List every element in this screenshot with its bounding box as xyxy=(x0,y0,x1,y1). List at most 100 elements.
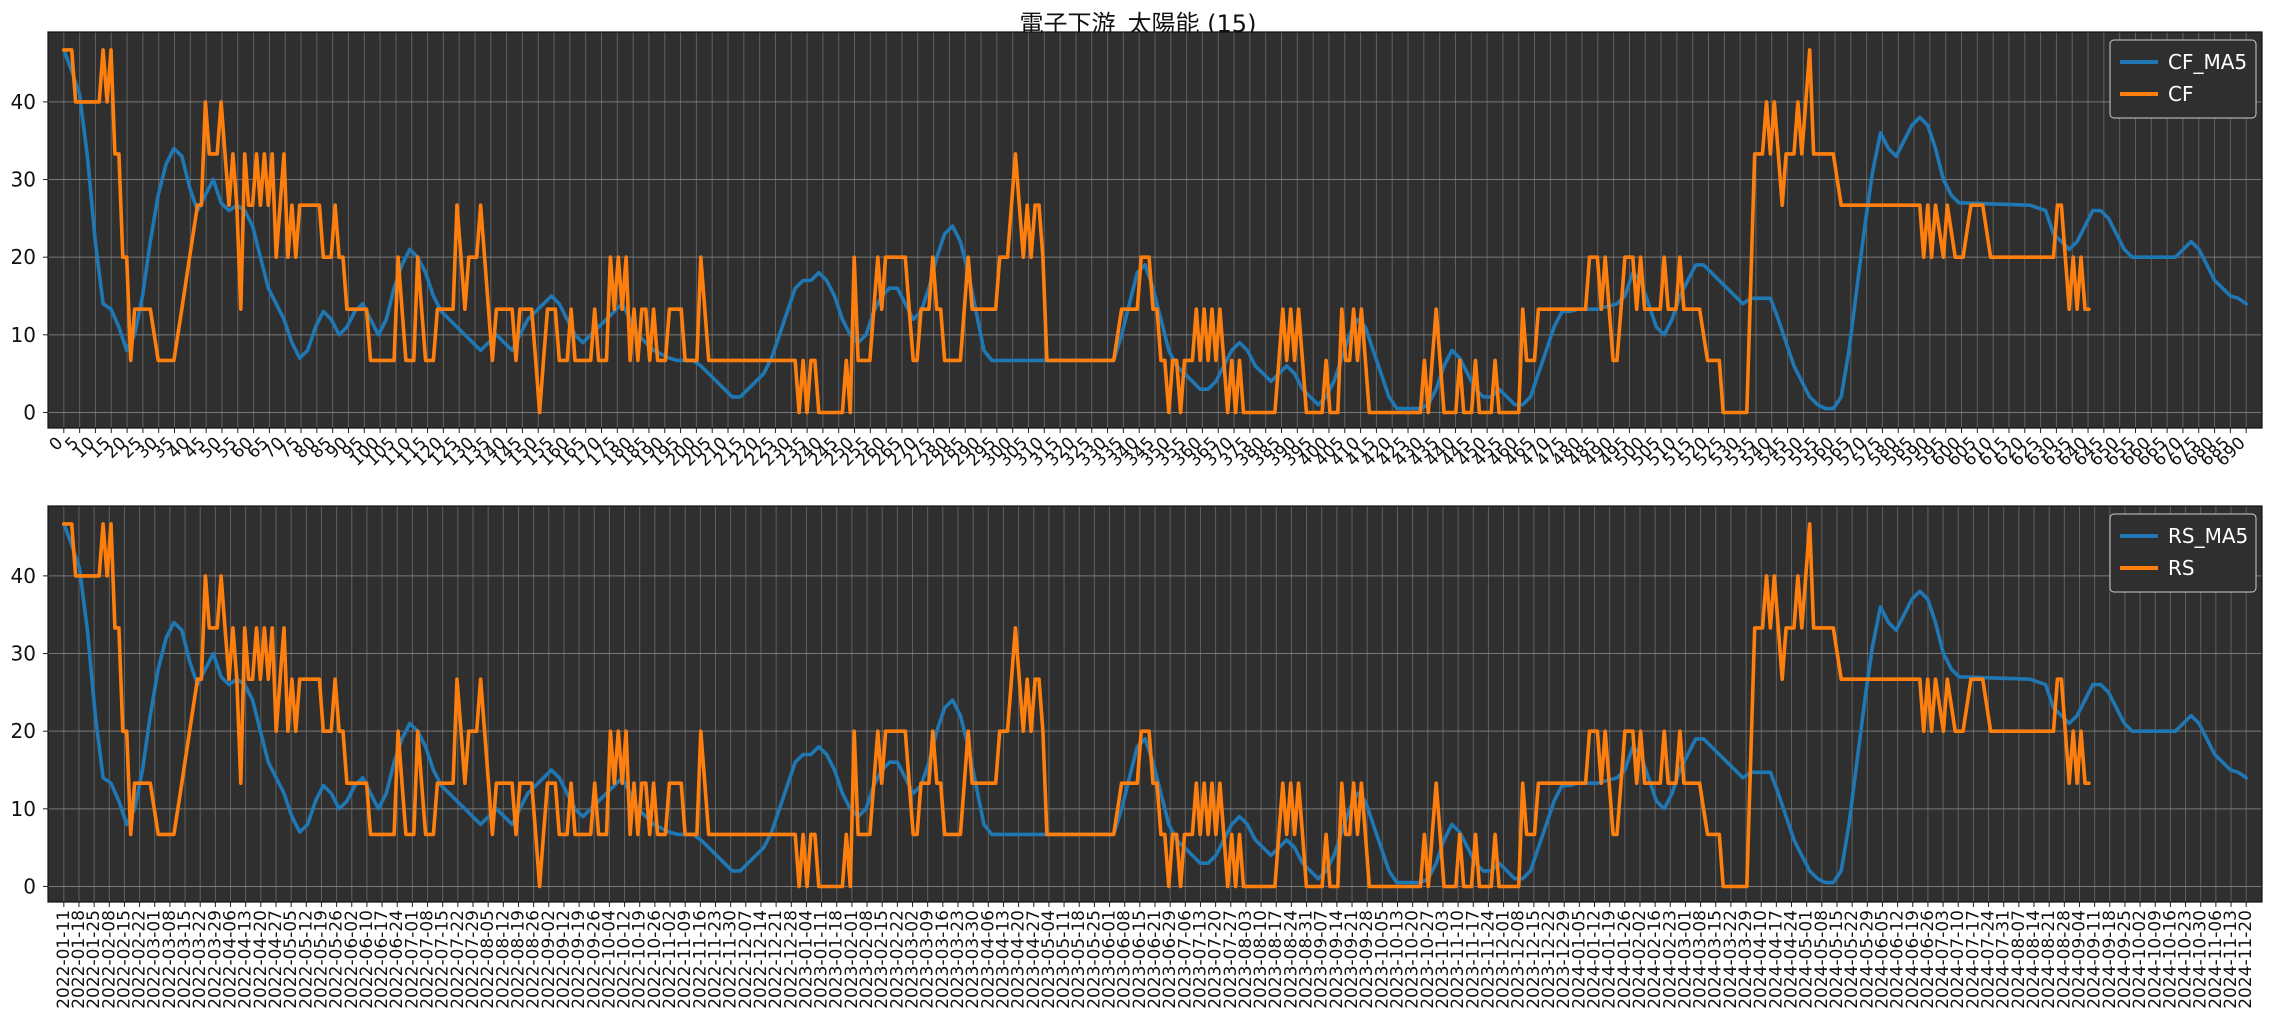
x-tick-label: 2024-04-24 xyxy=(1782,910,1802,1009)
x-tick-label: 2023-03-23 xyxy=(948,910,968,1009)
x-tick-label: 2022-09-12 xyxy=(554,910,574,1009)
x-tick-label: 2022-07-01 xyxy=(402,910,422,1009)
x-tick-label: 2024-01-19 xyxy=(1600,910,1620,1009)
x-tick-label: 2024-02-23 xyxy=(1660,910,1680,1009)
x-tick-label: 2022-06-02 xyxy=(342,910,362,1009)
x-tick-label: 2024-03-01 xyxy=(1675,910,1695,1009)
x-tick-label: 2022-09-19 xyxy=(569,910,589,1009)
x-tick-label: 2024-05-01 xyxy=(1797,910,1817,1009)
x-tick-label: 2022-05-26 xyxy=(327,910,347,1009)
x-tick-label: 2022-11-16 xyxy=(690,910,710,1009)
y-tick-label: 40 xyxy=(11,90,36,114)
x-tick-label: 2023-11-24 xyxy=(1478,910,1498,1009)
x-tick-label: 2022-09-02 xyxy=(539,910,559,1009)
x-tick-label: 2023-10-27 xyxy=(1418,910,1438,1009)
x-tick-label: 2023-12-08 xyxy=(1509,910,1529,1009)
x-tick-label: 2024-06-12 xyxy=(1888,910,1908,1009)
x-tick-label: 2023-12-29 xyxy=(1554,910,1574,1009)
x-tick-label: 2022-06-10 xyxy=(357,910,377,1009)
legend-box xyxy=(2109,513,2257,593)
x-tick-label: 2024-05-15 xyxy=(1827,910,1847,1009)
x-tick-label: 2024-04-17 xyxy=(1766,910,1786,1009)
x-tick-label: 2024-08-07 xyxy=(2009,910,2029,1009)
x-tick-label: 2023-08-03 xyxy=(1236,910,1256,1009)
y-tick-label: 20 xyxy=(11,719,36,743)
rs-panel: 2022-01-112022-01-182022-01-252022-02-08… xyxy=(11,505,2263,1009)
x-tick-label: 2024-11-20 xyxy=(2236,910,2256,1009)
x-tick-label: 2022-03-22 xyxy=(190,910,210,1009)
plot-frame xyxy=(47,31,2263,429)
x-tick-label: 2023-08-31 xyxy=(1297,910,1317,1009)
y-tick-label: 20 xyxy=(11,245,36,269)
x-tick-label: 2023-09-28 xyxy=(1357,910,1377,1009)
x-tick-label: 2023-10-13 xyxy=(1387,910,1407,1009)
x-tick-label: 2022-02-08 xyxy=(99,910,119,1009)
x-tick-label: 2024-10-23 xyxy=(2176,910,2196,1009)
series-line-cf xyxy=(62,48,2091,415)
x-tick-label: 2023-05-11 xyxy=(1054,910,1074,1009)
x-tick-label: 2023-01-18 xyxy=(827,910,847,1009)
x-tick-label: 2023-10-05 xyxy=(1372,910,1392,1009)
x-tick-label: 2023-01-04 xyxy=(796,910,816,1009)
x-tick-label: 2023-03-02 xyxy=(903,910,923,1009)
x-tick-label: 2024-06-19 xyxy=(1903,910,1923,1009)
x-tick-label: 2023-07-06 xyxy=(1175,910,1195,1009)
x-tick-label: 2024-07-03 xyxy=(1933,910,1953,1009)
x-tick-label: 2022-08-26 xyxy=(524,910,544,1009)
x-tick-label: 2022-12-28 xyxy=(781,910,801,1009)
x-tick-label: 2022-01-25 xyxy=(84,910,104,1009)
x-tick-label: 2023-09-07 xyxy=(1312,910,1332,1009)
x-tick-label: 2023-05-04 xyxy=(1039,910,1059,1009)
x-tick-label: 2023-07-20 xyxy=(1206,910,1226,1009)
x-tick-label: 2023-12-15 xyxy=(1524,910,1544,1009)
x-tick-label: 2022-11-30 xyxy=(721,910,741,1009)
x-tick-label: 2022-05-12 xyxy=(296,910,316,1009)
x-tick-label: 2022-12-14 xyxy=(751,910,771,1009)
x-tick-label: 2023-09-21 xyxy=(1342,910,1362,1009)
x-tick-label: 2024-01-12 xyxy=(1585,910,1605,1009)
x-tick-label: 2022-10-26 xyxy=(645,910,665,1009)
x-tick-label: 2023-02-15 xyxy=(872,910,892,1009)
x-tick-label: 2022-07-08 xyxy=(418,910,438,1009)
x-tick-label: 2023-05-25 xyxy=(1084,910,1104,1009)
legend-box xyxy=(2109,39,2257,119)
x-tick-label: 2024-01-26 xyxy=(1615,910,1635,1009)
x-tick-label: 2024-08-14 xyxy=(2024,910,2044,1009)
x-tick-label: 2022-07-15 xyxy=(433,910,453,1009)
x-tick-label: 2023-03-30 xyxy=(963,910,983,1009)
x-tick-label: 2022-07-29 xyxy=(463,910,483,1009)
x-tick-label: 2022-11-23 xyxy=(705,910,725,1009)
x-tick-label: 2022-03-01 xyxy=(145,910,165,1009)
x-tick-label: 2024-11-06 xyxy=(2206,910,2226,1009)
x-tick-label: 2023-02-22 xyxy=(887,910,907,1009)
x-tick-label: 2022-01-18 xyxy=(69,910,89,1009)
x-tick-label: 2024-07-24 xyxy=(1979,910,1999,1009)
x-tick-label: 2022-11-09 xyxy=(675,910,695,1009)
x-tick-label: 2022-11-02 xyxy=(660,910,680,1009)
x-tick-label: 2024-04-10 xyxy=(1751,910,1771,1009)
x-tick-label: 2024-07-17 xyxy=(1963,910,1983,1009)
x-tick-label: 2024-03-15 xyxy=(1706,910,1726,1009)
legend-label: CF xyxy=(2168,82,2193,106)
x-tick-label: 2024-11-13 xyxy=(2221,910,2241,1009)
x-tick-label: 2024-10-02 xyxy=(2130,910,2150,1009)
x-tick-label: 2024-07-10 xyxy=(1948,910,1968,1009)
x-tick-label: 2023-11-17 xyxy=(1463,910,1483,1009)
x-tick-label: 2024-10-30 xyxy=(2191,910,2211,1009)
x-tick-label: 2023-06-21 xyxy=(1145,910,1165,1009)
x-tick-label: 2023-01-11 xyxy=(812,910,832,1009)
x-tick-label: 2023-03-09 xyxy=(918,910,938,1009)
legend-label: RS xyxy=(2168,556,2195,580)
plot-frame xyxy=(47,505,2263,903)
x-tick-label: 2022-05-19 xyxy=(311,910,331,1009)
x-tick-label: 2024-09-04 xyxy=(2069,910,2089,1009)
x-tick-label: 2022-12-07 xyxy=(736,910,756,1009)
x-tick-label: 2023-03-16 xyxy=(933,910,953,1009)
x-tick-label: 2023-07-27 xyxy=(1221,910,1241,1009)
x-tick-label: 2022-07-22 xyxy=(448,910,468,1009)
x-tick-label: 2024-08-28 xyxy=(2054,910,2074,1009)
x-tick-label: 2023-02-01 xyxy=(842,910,862,1009)
x-tick-label: 2023-08-24 xyxy=(1281,910,1301,1009)
series-line-rs xyxy=(62,522,2091,889)
x-tick-label: 2023-10-20 xyxy=(1403,910,1423,1009)
